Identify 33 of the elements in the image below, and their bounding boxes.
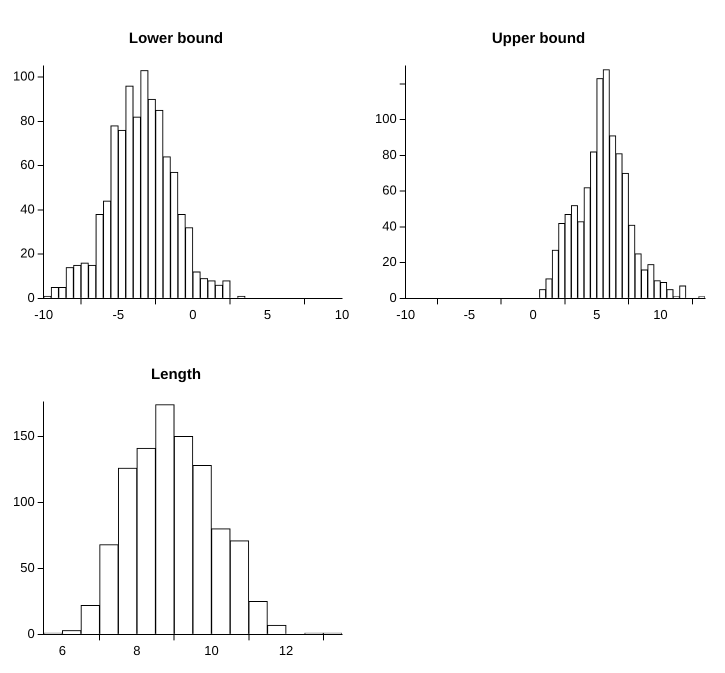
- x-tick-label: 10: [204, 642, 219, 658]
- x-tick-label: 6: [58, 642, 66, 658]
- y-tick-label: 100: [12, 494, 35, 509]
- x-tick-label: 10: [653, 306, 668, 322]
- x-tick-label: -10: [34, 306, 54, 322]
- y-tick-label: 40: [20, 201, 35, 216]
- x-tick-label: 5: [264, 306, 272, 322]
- y-tick-label: 0: [27, 290, 35, 305]
- y-tick-label: 50: [20, 560, 35, 575]
- y-tick-label: 40: [382, 218, 397, 234]
- chart-title: Lower bound: [128, 30, 224, 48]
- y-tick-label: 80: [20, 112, 35, 128]
- x-tick-label: 0: [189, 306, 196, 322]
- y-tick-label: 150: [12, 428, 35, 443]
- y-tick-label: 0: [389, 290, 397, 305]
- x-tick-label: -5: [464, 306, 476, 322]
- y-tick-label: 60: [20, 157, 35, 172]
- x-tick-label: 10: [334, 306, 350, 322]
- chart-title: Length: [151, 366, 201, 384]
- x-tick-label: -10: [396, 306, 416, 322]
- x-tick-label: -5: [112, 306, 124, 322]
- x-tick-label: 12: [278, 642, 294, 658]
- y-tick-label: 80: [382, 146, 397, 162]
- y-tick-label: 20: [20, 246, 35, 261]
- y-tick-label: 60: [382, 182, 397, 198]
- y-tick-label: 0: [27, 626, 35, 641]
- y-tick-label: 20: [382, 254, 397, 270]
- x-tick-label: 8: [133, 642, 141, 658]
- y-tick-label: 100: [374, 111, 397, 126]
- chart-title: Upper bound: [492, 30, 586, 48]
- x-tick-label: 0: [529, 306, 537, 322]
- x-tick-label: 5: [593, 306, 600, 322]
- y-tick-label: 100: [12, 68, 35, 84]
